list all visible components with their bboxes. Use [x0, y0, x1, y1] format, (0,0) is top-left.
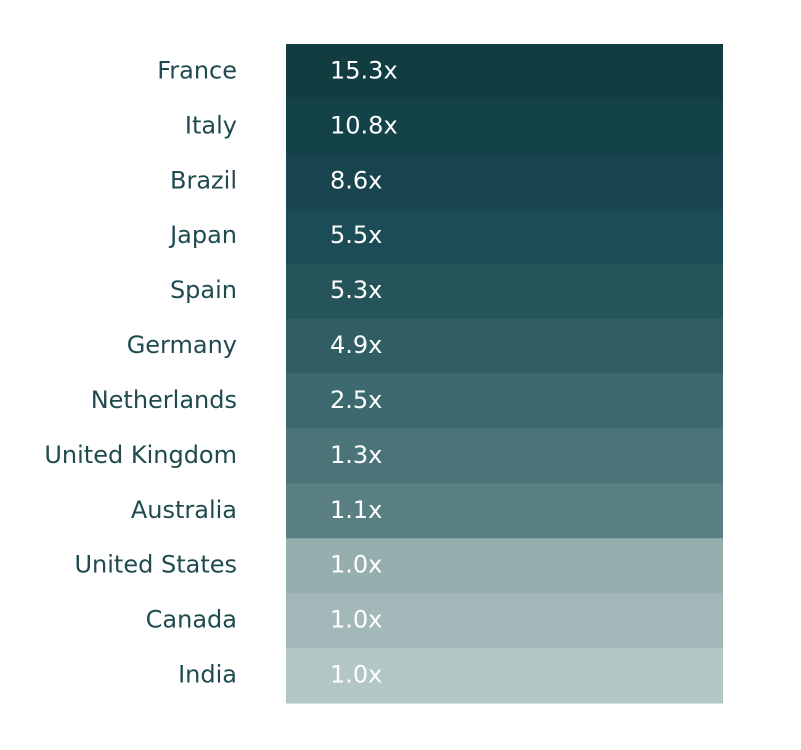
- cell-label: 1.0x: [330, 606, 382, 634]
- row-label: United Kingdom: [44, 441, 237, 469]
- cell: [286, 318, 723, 374]
- cell: [286, 208, 723, 265]
- cell: [286, 373, 723, 429]
- cell-label: 8.6x: [330, 166, 382, 194]
- row-label: Spain: [170, 276, 237, 304]
- cell: [286, 593, 723, 649]
- cell-label: 1.0x: [330, 551, 382, 579]
- cell: [286, 538, 723, 594]
- row-label: Canada: [146, 606, 237, 634]
- cell-label: 10.8x: [330, 111, 398, 139]
- row-label: France: [157, 56, 237, 84]
- row-label: United States: [74, 551, 237, 579]
- row-label: Brazil: [170, 166, 237, 194]
- row-label: Netherlands: [91, 386, 237, 414]
- cell-label: 4.9x: [330, 331, 382, 359]
- cell-label: 5.3x: [330, 276, 382, 304]
- row-label: Germany: [127, 331, 237, 359]
- cell: [286, 44, 723, 100]
- row-label: India: [178, 661, 237, 689]
- cell: [286, 648, 723, 704]
- row-label: Australia: [131, 496, 237, 524]
- cell-label: 1.1x: [330, 496, 382, 524]
- cell: [286, 98, 723, 155]
- row-label: Italy: [185, 111, 237, 139]
- cell: [286, 483, 723, 539]
- cell-label: 1.0x: [330, 661, 382, 689]
- cell: [286, 263, 723, 320]
- row-label: Japan: [168, 221, 237, 249]
- cell: [286, 428, 723, 484]
- cell-label: 5.5x: [330, 221, 382, 249]
- cell-label: 2.5x: [330, 386, 382, 414]
- cell: [286, 153, 723, 210]
- cell-label: 1.3x: [330, 441, 382, 469]
- cell-label: 15.3x: [330, 56, 398, 84]
